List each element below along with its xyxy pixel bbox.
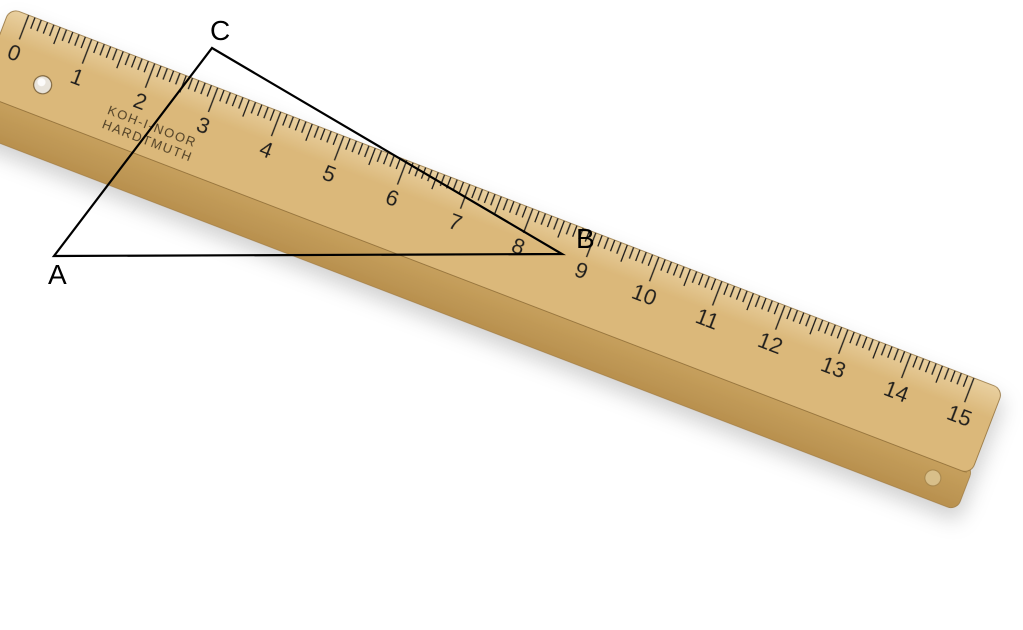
diagram-stage: 0123456789101112131415KOH-I-NOORHARDTMUT… (0, 0, 1023, 630)
triangle-label-C: C (210, 15, 230, 46)
triangle-label-A: A (48, 259, 67, 290)
diagram-svg: 0123456789101112131415KOH-I-NOORHARDTMUT… (0, 0, 1023, 630)
ruler: 0123456789101112131415KOH-I-NOORHARDTMUT… (0, 8, 1003, 511)
triangle-label-B: B (576, 223, 595, 254)
